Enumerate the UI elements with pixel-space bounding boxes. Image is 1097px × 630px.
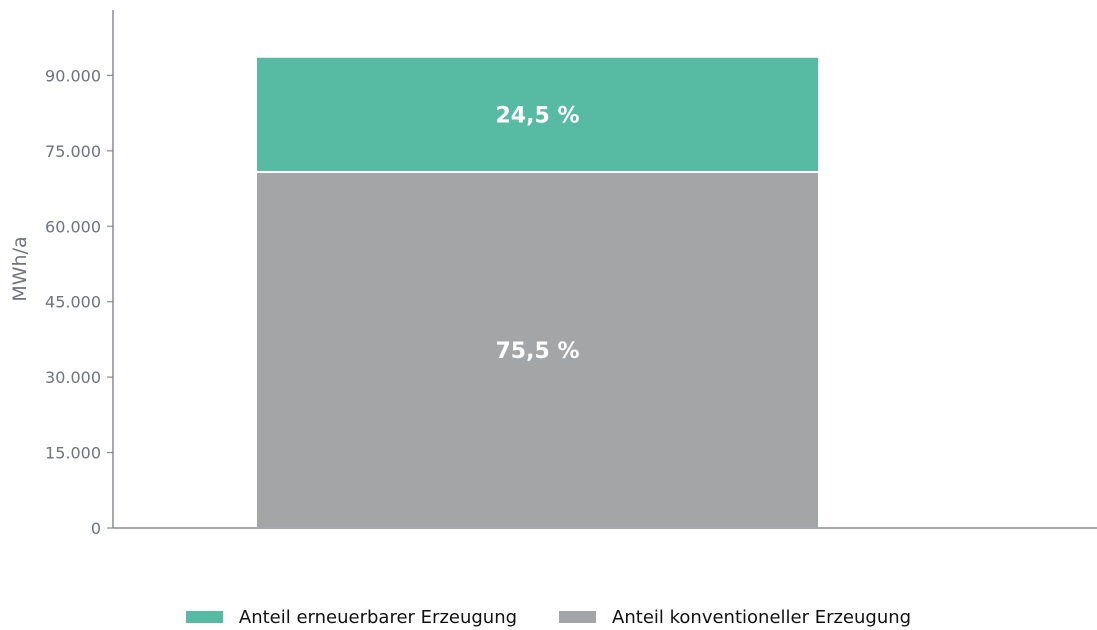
y-tick-label: 30.000 xyxy=(45,368,101,387)
segment-label-0: 75,5 % xyxy=(496,339,580,364)
legend: Anteil erneuerbarer Erzeugung Anteil kon… xyxy=(0,604,1097,630)
y-tick-label: 60.000 xyxy=(45,217,101,236)
segment-labels: 75,5 % 24,5 % xyxy=(496,103,580,364)
stacked-bar-chart: 75,5 % 24,5 % 0 15.000 30.000 45.000 60.000 75… xyxy=(9,10,1097,538)
legend-item-renewable: Anteil erneuerbarer Erzeugung xyxy=(185,606,518,628)
y-tick-label: 45.000 xyxy=(45,293,101,312)
legend-swatch-conventional xyxy=(559,611,597,623)
bar-segment-0 xyxy=(255,170,820,529)
segment-label-1: 24,5 % xyxy=(496,103,580,128)
legend-label-conventional: Anteil konventioneller Erzeugung xyxy=(612,606,912,628)
y-tick-label: 0 xyxy=(91,519,101,538)
bar-segment-1 xyxy=(255,55,820,173)
legend-swatch-renewable xyxy=(185,611,223,623)
legend-label-renewable: Anteil erneuerbarer Erzeugung xyxy=(238,606,518,628)
y-tick-label: 90.000 xyxy=(45,66,101,85)
legend-item-conventional: Anteil konventioneller Erzeugung xyxy=(559,607,911,628)
bar-segments xyxy=(255,55,820,529)
y-axis-ticks: 0 15.000 30.000 45.000 60.000 75.000 90.000 xyxy=(45,66,113,538)
y-tick-label: 15.000 xyxy=(45,444,101,463)
y-axis-label: MWh/a xyxy=(9,236,31,301)
y-tick-label: 75.000 xyxy=(45,142,101,161)
